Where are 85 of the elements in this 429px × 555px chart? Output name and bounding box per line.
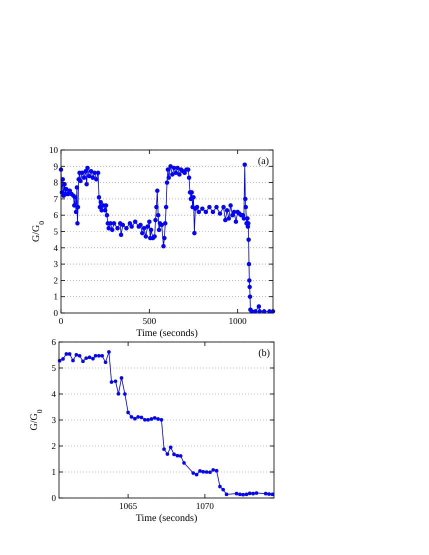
- point: [178, 454, 182, 458]
- y-tick-label: 1: [54, 292, 58, 302]
- point: [267, 492, 271, 496]
- point: [168, 446, 172, 450]
- y-tick-label: 7: [54, 194, 58, 204]
- y-tick-label: 4: [52, 389, 56, 399]
- y-tick-label: 0: [52, 493, 56, 503]
- y-tick-label: 1: [52, 467, 56, 477]
- point: [201, 470, 206, 474]
- point: [126, 410, 130, 414]
- point: [162, 447, 166, 451]
- point: [234, 492, 238, 496]
- annotation: (b): [258, 348, 270, 359]
- point: [182, 461, 186, 465]
- point: [156, 417, 160, 421]
- y-tick-label: 2: [52, 441, 56, 451]
- x-tick-label: 500: [142, 316, 157, 326]
- point: [97, 354, 101, 358]
- point: [238, 492, 242, 496]
- point: [136, 415, 140, 419]
- point: [208, 470, 212, 474]
- y-tick-label: 3: [52, 415, 56, 425]
- y-tick-label: 5: [52, 363, 56, 373]
- y-tick-label: 4: [54, 242, 58, 253]
- point: [100, 354, 104, 358]
- point: [91, 356, 95, 360]
- point: [71, 358, 75, 362]
- point: [166, 452, 170, 456]
- point: [74, 352, 78, 357]
- annotation: (a): [258, 156, 269, 167]
- point: [254, 491, 258, 495]
- point: [160, 418, 164, 422]
- y-tick-label: 9: [54, 161, 58, 172]
- point: [130, 415, 134, 419]
- point: [194, 472, 198, 476]
- x-tick-label: 1070: [196, 501, 214, 511]
- point: [81, 359, 85, 364]
- point: [244, 492, 248, 496]
- x-axis-title: Time (seconds): [136, 328, 198, 339]
- point: [88, 356, 92, 360]
- point: [107, 350, 111, 354]
- y-tick-label: 10: [49, 145, 58, 155]
- point: [64, 352, 68, 356]
- point: [198, 469, 202, 473]
- point: [68, 352, 72, 356]
- point: [94, 354, 98, 358]
- point: [191, 471, 196, 475]
- point: [248, 492, 252, 496]
- y-tick-label: 6: [52, 337, 56, 347]
- point: [110, 380, 114, 384]
- point: [104, 360, 108, 364]
- point: [264, 492, 268, 496]
- point: [116, 392, 120, 396]
- x-tick-label: 1065: [119, 501, 138, 511]
- point: [78, 354, 82, 358]
- x-tick-label: 1000: [228, 316, 248, 326]
- y-tick-label: 5: [54, 226, 58, 236]
- y-tick-label: 8: [54, 178, 58, 188]
- point: [152, 416, 156, 420]
- y-tick-label: 0: [54, 308, 58, 318]
- y-tick-label: 3: [54, 259, 58, 270]
- point: [133, 416, 137, 420]
- point: [146, 418, 150, 422]
- point: [140, 416, 144, 420]
- point: [123, 392, 127, 396]
- x-axis-title: Time (seconds): [136, 513, 198, 524]
- point: [204, 470, 208, 474]
- point: [176, 454, 180, 458]
- point: [84, 356, 88, 360]
- point: [241, 492, 245, 496]
- point: [251, 492, 255, 496]
- point: [214, 468, 218, 472]
- point: [172, 452, 176, 456]
- point: [114, 379, 118, 384]
- point: [221, 488, 225, 492]
- point: [218, 484, 222, 488]
- point: [270, 492, 274, 496]
- point: [224, 492, 228, 496]
- point: [150, 417, 154, 421]
- point: [61, 357, 65, 361]
- point: [120, 376, 124, 380]
- y-tick-label: 2: [54, 275, 58, 286]
- y-tick-label: 6: [54, 210, 58, 220]
- point: [143, 418, 147, 422]
- point: [211, 468, 215, 472]
